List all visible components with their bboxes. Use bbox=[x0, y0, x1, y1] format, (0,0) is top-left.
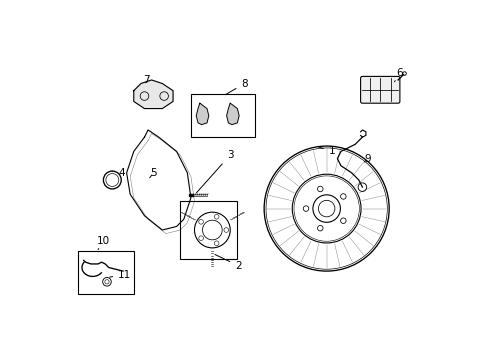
Text: 4: 4 bbox=[112, 168, 124, 178]
Polygon shape bbox=[226, 103, 239, 125]
Text: 9: 9 bbox=[364, 154, 370, 163]
Text: 10: 10 bbox=[97, 236, 110, 249]
Text: 11: 11 bbox=[109, 270, 131, 280]
Bar bbox=[190, 94, 255, 137]
Text: 6: 6 bbox=[394, 68, 403, 82]
Text: 8: 8 bbox=[225, 78, 247, 95]
Text: 5: 5 bbox=[149, 168, 156, 178]
Polygon shape bbox=[189, 194, 192, 196]
Polygon shape bbox=[196, 103, 208, 125]
Polygon shape bbox=[134, 80, 173, 109]
Text: 3: 3 bbox=[196, 150, 233, 193]
FancyBboxPatch shape bbox=[360, 76, 399, 103]
Text: 1: 1 bbox=[318, 147, 335, 157]
Bar bbox=[180, 202, 237, 258]
Bar bbox=[78, 251, 134, 294]
Text: 2: 2 bbox=[214, 255, 241, 271]
Text: 7: 7 bbox=[142, 75, 149, 85]
